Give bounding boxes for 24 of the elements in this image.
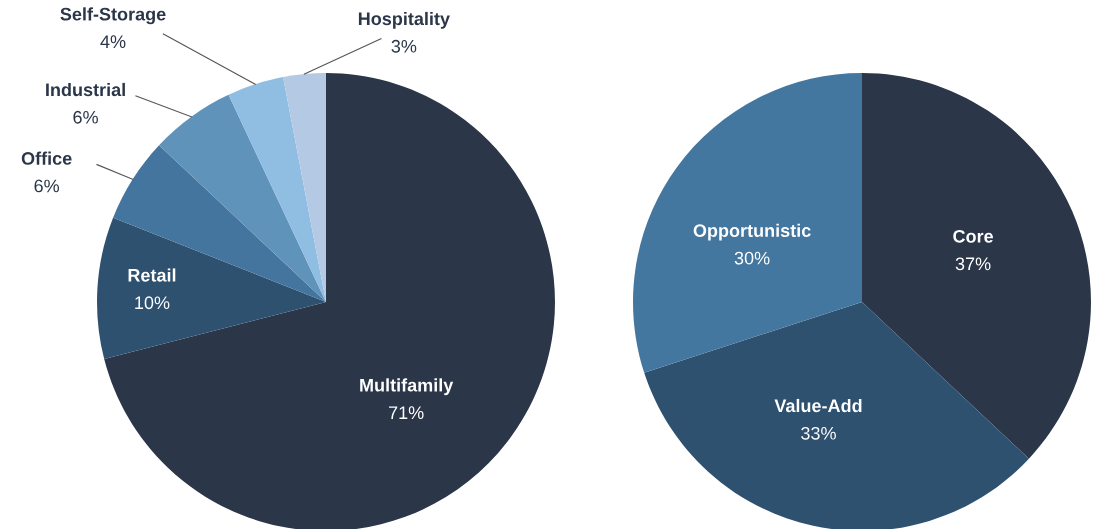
- pie-slice: [97, 217, 326, 359]
- slice-label: Industrial: [46, 82, 125, 97]
- slice-label: Retail: [128, 268, 176, 282]
- slice-label: Core: [953, 229, 994, 243]
- slice-label: Self-Storage: [60, 7, 166, 25]
- data-label: 4%: [100, 35, 126, 49]
- pie-slice: [228, 77, 326, 302]
- data-label: 37%: [955, 257, 991, 271]
- data-label: 3%: [391, 39, 417, 53]
- pie-slice: [283, 73, 326, 302]
- data-label: 10%: [135, 296, 170, 310]
- slice-label: Opportunistic: [693, 223, 811, 241]
- data-label: 71%: [389, 406, 424, 419]
- slice-label: Hospitality: [358, 11, 450, 29]
- data-label: 33%: [801, 426, 836, 440]
- pie-slice: [862, 73, 1091, 459]
- slice-label: Value-Add: [774, 398, 862, 413]
- slice-label: Office: [21, 151, 72, 165]
- slice-label: Multifamily: [360, 378, 454, 396]
- data-label: 30%: [734, 251, 770, 265]
- pie-slice: [633, 73, 862, 373]
- pie-slice: [644, 302, 1029, 529]
- data-label: 6%: [73, 110, 98, 124]
- data-label: 6%: [34, 179, 60, 193]
